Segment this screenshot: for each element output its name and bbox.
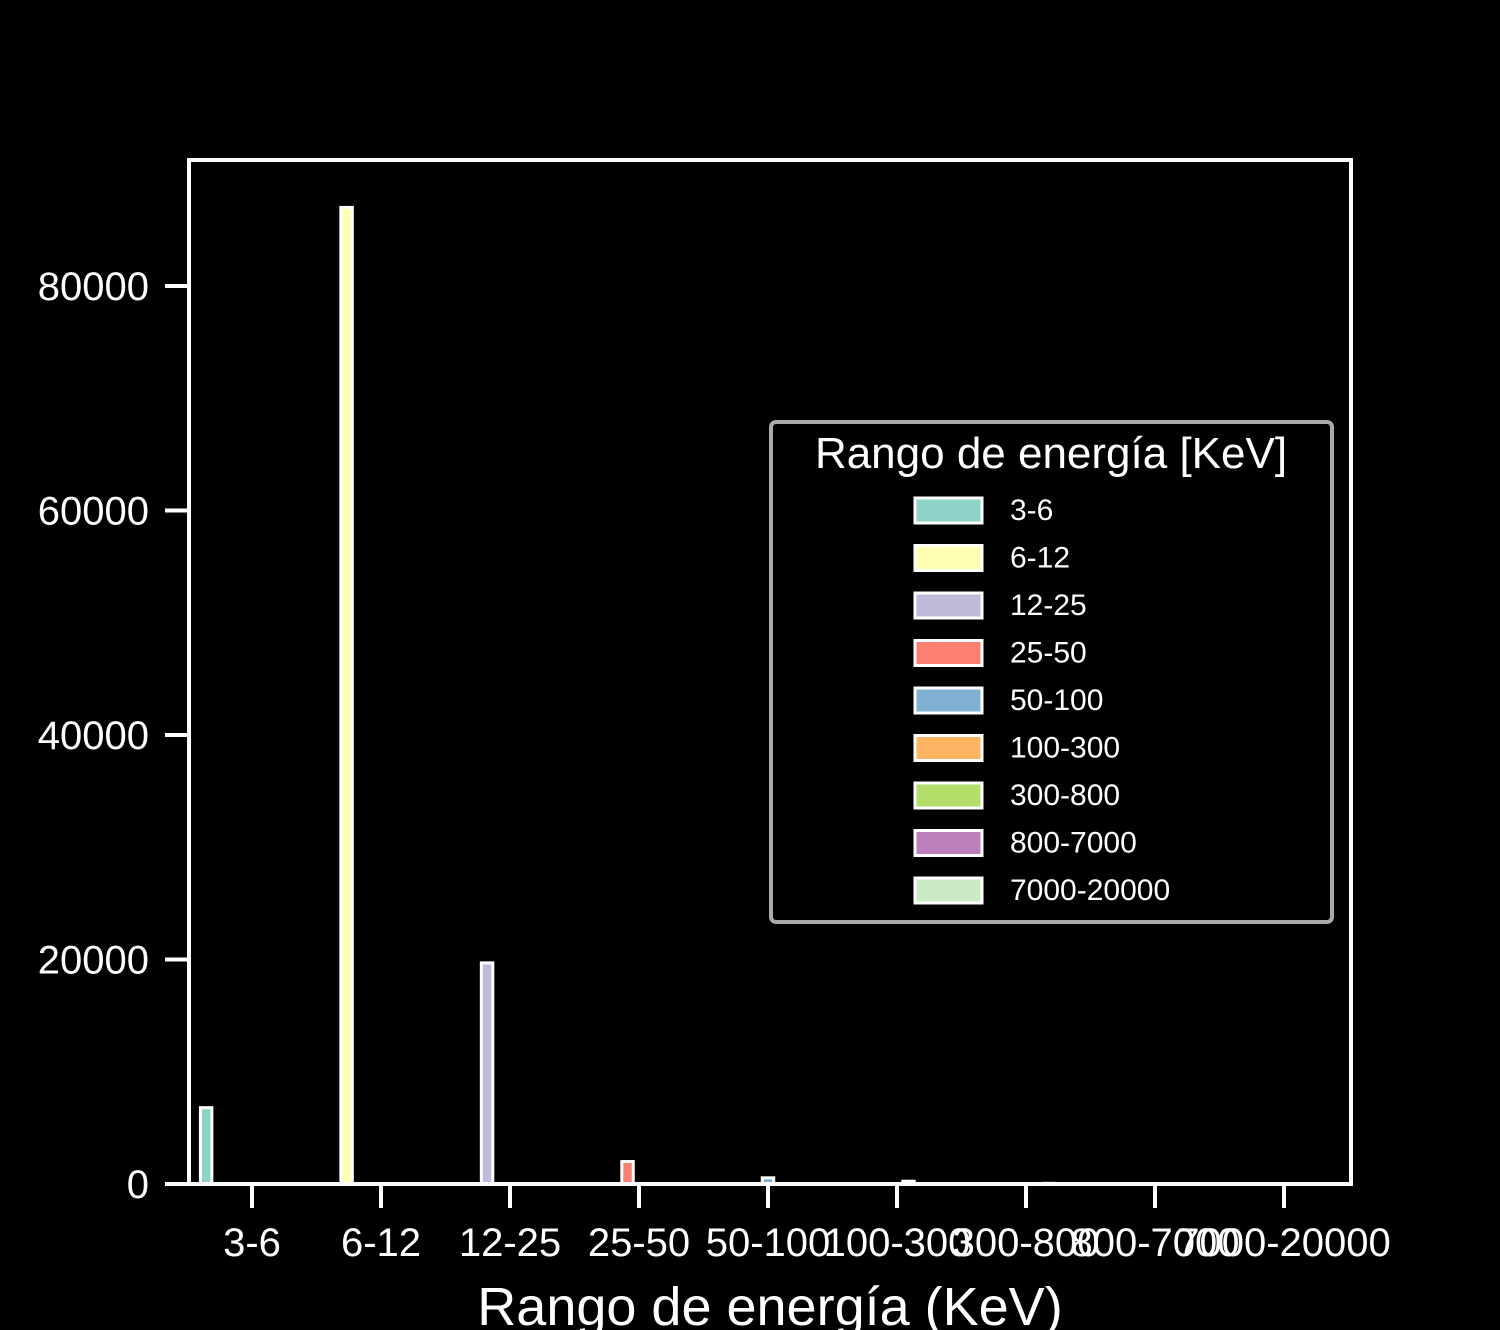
bar-25-50-25-50 [620,1160,635,1186]
legend-entry-label: 300-800 [1010,779,1120,812]
legend-swatch [913,829,984,857]
x-tick-label: 800-7000 [1070,1221,1239,1265]
legend-entry-label: 6-12 [1010,542,1070,575]
legend-items: 3-6 6-12 12-25 25-50 50-100 100-300 300-800 800… [913,494,1170,907]
legend-entry-label: 50-100 [1010,684,1103,717]
legend-entry-label: 3-6 [1010,494,1053,527]
bar-3-6-3-6 [198,1106,214,1186]
y-tick-label: 80000 [38,265,149,309]
bar-12-25-12-25 [479,961,495,1186]
legend-title: Rango de energía [KeV] [815,429,1287,478]
legend-entry-label: 7000-20000 [1010,874,1170,907]
legend-swatch [913,734,984,762]
legend-swatch [913,591,984,620]
legend-swatch [913,876,984,905]
legend-swatch [913,496,984,525]
legend-entry-label: 100-300 [1010,732,1120,765]
x-tick-label: 25-50 [588,1221,690,1265]
legend-swatch [913,639,984,667]
legend-swatch [913,544,984,572]
legend-swatch [913,686,984,715]
legend-entry-label: 12-25 [1010,589,1087,622]
x-tick-label: 50-100 [706,1221,831,1265]
x-tick-label: 100-300 [824,1221,971,1265]
legend-swatch [913,781,984,810]
x-tick-label: 12-25 [459,1221,561,1265]
legend-box [769,420,1334,924]
x-tick-label: 6-12 [341,1221,421,1265]
legend: Rango de energía [KeV] 3-6 6-12 12-25 25-50… [769,420,1334,924]
x-axis: 3-6 6-12 12-25 25-50 50-100100-300300-800800… [223,1184,1391,1265]
y-tick-label: 20000 [38,939,149,983]
y-tick-label: 60000 [38,490,149,534]
x-axis-label: Rango de energía (KeV) [477,1277,1062,1330]
y-tick-label: 40000 [38,714,149,758]
x-tick-label: 7000-20000 [1177,1221,1391,1265]
x-tick-label: 300-800 [953,1221,1100,1265]
legend-entry-label: 800-7000 [1010,827,1137,860]
y-axis: 0 20000 40000 60000 80000 [38,265,189,1207]
legend-entry-label: 25-50 [1010,637,1087,670]
x-tick-label: 3-6 [223,1221,281,1265]
y-tick-label: 0 [127,1163,149,1207]
bar-6-12-6-12 [339,205,354,1186]
